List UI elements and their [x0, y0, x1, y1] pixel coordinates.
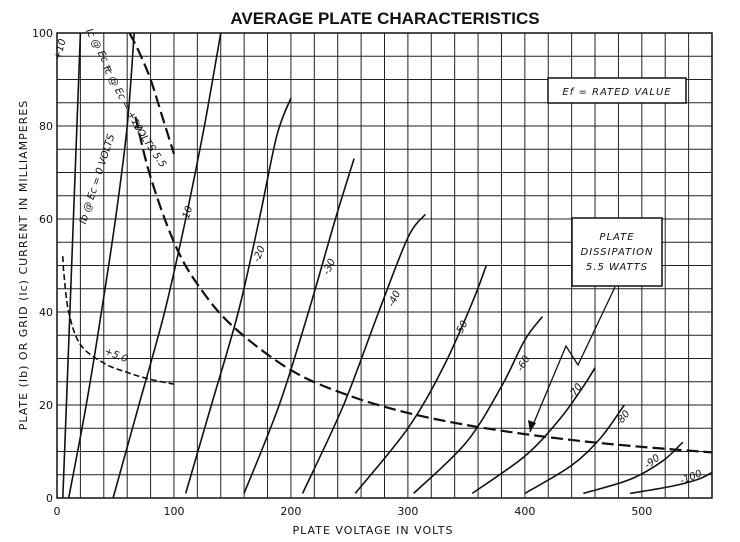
series-curve	[413, 316, 544, 494]
series-curve	[629, 471, 713, 495]
series-label: +5.0	[103, 346, 130, 365]
tick-labels: 0 100 200 300 400 500 0 20 40 60 80 100	[32, 27, 652, 518]
chart-title: AVERAGE PLATE CHARACTERISTICS	[230, 9, 539, 28]
series-curve	[62, 256, 175, 385]
x-axis-label: PLATE VOLTAGE IN VOLTS	[293, 524, 454, 537]
series-curve	[243, 158, 355, 494]
filament-annotation-text: Ef = RATED VALUE	[562, 87, 671, 98]
dissipation-box	[571, 217, 663, 287]
series-curve	[67, 32, 135, 499]
y-tick-label: 100	[32, 27, 53, 40]
dissipation-pointer	[529, 286, 616, 433]
dissipation-text-line: 5.5 WATTS	[586, 262, 648, 273]
series-label: Ib @ Ec = 0 VOLTS	[78, 132, 118, 225]
y-axis-label: PLATE (Ib) OR GRID (Ic) CURRENT IN MILLI…	[17, 100, 30, 431]
x-tick-label: 0	[54, 505, 61, 518]
series-curve	[184, 97, 292, 494]
series-label: +10	[53, 38, 69, 61]
x-tick-label: 500	[631, 505, 652, 518]
plot-frame	[56, 32, 713, 499]
series-curve	[354, 265, 488, 494]
x-tick-label: 100	[163, 505, 184, 518]
series-label: -90	[643, 453, 663, 472]
y-tick-label: 20	[39, 399, 53, 412]
series-label: -70	[567, 382, 585, 402]
series-curve	[524, 404, 625, 495]
x-tick-label: 400	[514, 505, 535, 518]
series	[62, 32, 713, 499]
y-tick-label: 80	[39, 120, 53, 133]
series-curve	[301, 213, 427, 494]
ic-annotation: Ic @ Ec =	[83, 27, 115, 75]
series-curve	[583, 441, 684, 495]
series-label: -10	[180, 205, 196, 224]
x-tick-label: 300	[397, 505, 418, 518]
y-tick-label: 0	[46, 492, 53, 505]
dissipation-text: PLATE DISSIPATION 5.5 WATTS	[581, 232, 654, 273]
filament-annotation: Ef = RATED VALUE	[547, 77, 687, 104]
dissipation-text-line: PLATE	[599, 232, 634, 243]
series-curve	[128, 32, 176, 155]
series-curve	[62, 32, 82, 499]
dissipation-text-line: DISSIPATION	[581, 247, 654, 258]
series-curve	[112, 32, 222, 499]
series-label: VOLTS 5.5	[130, 121, 168, 170]
series-label: -100	[678, 468, 703, 487]
series-curve	[471, 367, 596, 495]
series-label: -40	[386, 289, 403, 309]
dissipation-arrowhead	[528, 420, 536, 432]
x-tick-label: 200	[280, 505, 301, 518]
dissipation-annotation: PLATE DISSIPATION 5.5 WATTS	[528, 217, 663, 433]
filament-box	[547, 77, 687, 104]
y-tick-label: 60	[39, 213, 53, 226]
y-tick-label: 40	[39, 306, 53, 319]
dissipation-annotation-text: PLATE DISSIPATION 5.5 WATTS	[581, 232, 654, 273]
series-label: -60	[515, 354, 533, 374]
series-label: -80	[614, 409, 633, 429]
